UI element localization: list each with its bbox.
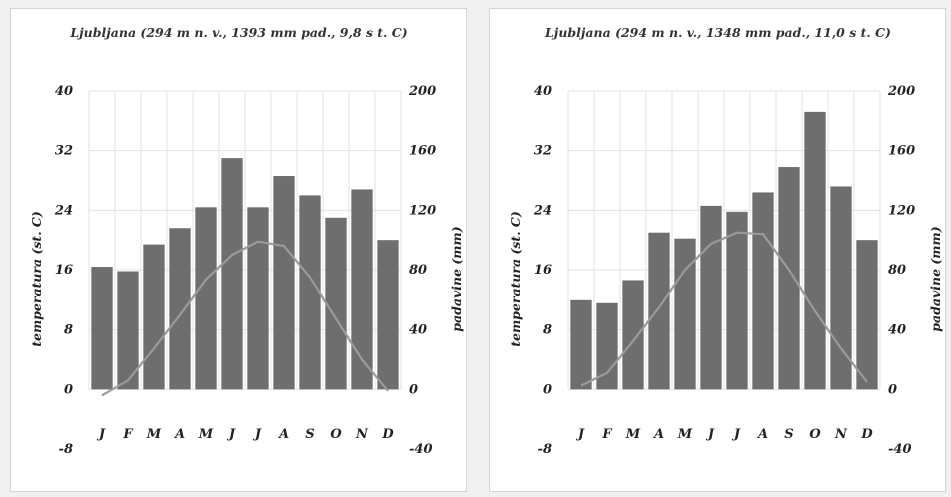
precipitation-bar (117, 271, 139, 390)
left-axis-tick-label: 16 (534, 263, 552, 278)
right-axis-tick-label: 40 (888, 323, 906, 338)
month-label: F (601, 427, 612, 442)
right-axis-tick-label: 120 (888, 203, 915, 218)
right-axis-tick-label: 200 (887, 84, 915, 99)
month-label: J (252, 427, 262, 442)
left-axis-tick-label: -8 (538, 442, 552, 457)
precipitation-bar (700, 205, 722, 390)
right-axis-tick-label: 200 (408, 84, 436, 99)
left-axis-tick-label: 32 (55, 144, 73, 159)
right-axis-label: padavine (mm) (449, 226, 464, 331)
month-label: J (226, 427, 236, 442)
chart-title: Ljubljana (294 m n. v., 1348 mm pad., 11… (544, 25, 891, 40)
month-label: D (860, 427, 873, 442)
month-label: M (198, 427, 214, 442)
left-axis-tick-label: 0 (543, 382, 552, 397)
month-label: J (731, 427, 741, 442)
right-axis-tick-label: -40 (409, 442, 433, 457)
right-axis-tick-label: 160 (409, 144, 436, 159)
precipitation-bar (247, 207, 269, 390)
right-axis-tick-label: 80 (409, 263, 427, 278)
left-axis-label: temperatura (st. C) (508, 211, 523, 347)
temperature-line (580, 231, 868, 387)
climate-chart-panel-2: Ljubljana (294 m n. v., 1348 mm pad., 11… (489, 8, 946, 492)
left-axis-label: temperatura (st. C) (29, 211, 44, 347)
precipitation-bar (778, 167, 800, 390)
month-label: M (677, 427, 693, 442)
month-label: F (122, 427, 133, 442)
precipitation-bar (325, 217, 347, 390)
precipitation-bar (726, 211, 748, 390)
precipitation-bar (830, 186, 852, 390)
right-axis-tick-label: 0 (409, 382, 418, 397)
precipitation-bar (169, 228, 191, 390)
left-axis-tick-label: 16 (55, 263, 73, 278)
precipitation-bar (570, 299, 592, 390)
left-axis-tick-label: 40 (534, 84, 552, 99)
precipitation-bar (91, 267, 113, 390)
precipitation-bar (804, 111, 826, 390)
precipitation-bar (195, 207, 217, 390)
month-label: M (146, 427, 162, 442)
month-label: N (355, 427, 369, 442)
month-label: M (625, 427, 641, 442)
left-axis-tick-label: 8 (64, 323, 73, 338)
right-axis-tick-label: 160 (888, 144, 915, 159)
month-label: J (575, 427, 585, 442)
month-label: O (809, 427, 821, 442)
left-axis-tick-label: -8 (59, 442, 73, 457)
month-label: S (784, 427, 793, 442)
chart-title: Ljubljana (294 m n. v., 1393 mm pad., 9,… (69, 25, 407, 40)
month-label: O (330, 427, 342, 442)
right-axis-tick-label: 120 (409, 203, 436, 218)
right-axis-label: padavine (mm) (928, 226, 943, 331)
month-label: A (277, 427, 289, 442)
precipitation-bar (299, 195, 321, 390)
precipitation-bar (622, 280, 644, 390)
left-axis-tick-label: 24 (533, 203, 552, 218)
precipitation-bar (377, 240, 399, 390)
month-label: S (305, 427, 314, 442)
right-axis-tick-label: 80 (888, 263, 906, 278)
month-label: J (96, 427, 106, 442)
left-axis-tick-label: 32 (534, 144, 552, 159)
month-label: J (705, 427, 715, 442)
month-label: A (652, 427, 664, 442)
precipitation-bar (351, 189, 373, 390)
left-axis-tick-label: 40 (55, 84, 73, 99)
right-axis-tick-label: 40 (409, 323, 427, 338)
right-axis-tick-label: 0 (888, 382, 897, 397)
precipitation-bar (856, 240, 878, 390)
precipitation-bar (273, 176, 295, 390)
month-label: D (381, 427, 394, 442)
climate-chart-svg: Ljubljana (294 m n. v., 1393 mm pad., 9,… (29, 25, 464, 457)
temperature-line (101, 240, 389, 397)
precipitation-bar (752, 192, 774, 390)
left-axis-tick-label: 24 (54, 203, 73, 218)
climate-chart-panel-1: Ljubljana (294 m n. v., 1393 mm pad., 9,… (10, 8, 467, 492)
right-axis-tick-label: -40 (888, 442, 912, 457)
left-axis-tick-label: 0 (64, 382, 73, 397)
precipitation-bar (143, 244, 165, 390)
month-label: A (173, 427, 185, 442)
climate-chart-svg: Ljubljana (294 m n. v., 1348 mm pad., 11… (508, 25, 943, 457)
precipitation-bar (221, 158, 243, 390)
left-axis-tick-label: 8 (543, 323, 552, 338)
precipitation-bar (648, 232, 670, 390)
month-label: A (756, 427, 768, 442)
month-label: N (834, 427, 848, 442)
